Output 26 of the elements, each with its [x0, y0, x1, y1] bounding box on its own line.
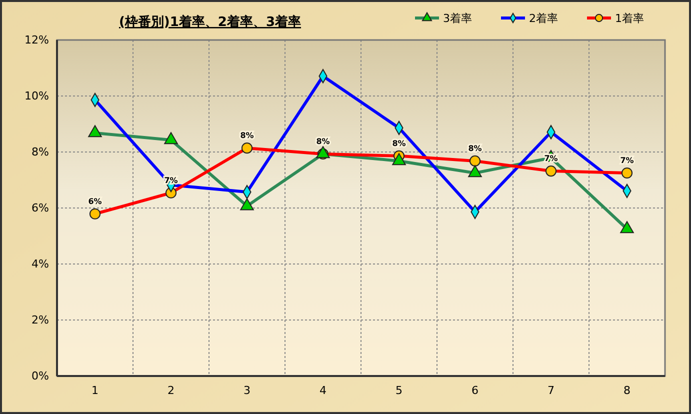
- x-tick-label: 1: [92, 384, 98, 397]
- data-label: 8%: [468, 144, 482, 153]
- data-label: 8%: [240, 131, 254, 140]
- legend-label: 1着率: [615, 12, 644, 25]
- chart-title: (枠番別)1着率、2着率、3着率: [118, 14, 302, 30]
- y-tick-label: 6%: [32, 202, 49, 215]
- x-tick-label: 8: [624, 384, 630, 397]
- data-label: 7%: [164, 176, 178, 185]
- x-tick-label: 2: [168, 384, 174, 397]
- legend-label: 2着率: [529, 12, 558, 25]
- x-tick-label: 3: [244, 384, 250, 397]
- data-label: 6%: [88, 196, 102, 206]
- data-label: 8%: [392, 138, 406, 148]
- y-tick-label: 0%: [32, 370, 49, 383]
- y-tick-label: 12%: [24, 34, 49, 47]
- data-label: 8%: [316, 136, 330, 146]
- y-tick-label: 8%: [32, 146, 49, 159]
- y-tick-label: 4%: [32, 258, 49, 271]
- x-tick-label: 7: [548, 384, 554, 397]
- y-tick-label: 10%: [24, 90, 49, 103]
- data-label: 7%: [620, 156, 634, 165]
- x-tick-label: 4: [320, 384, 326, 397]
- y-tick-label: 2%: [32, 314, 49, 327]
- legend-label: 3着率: [443, 12, 472, 25]
- x-tick-label: 6: [472, 384, 478, 397]
- x-tick-label: 5: [396, 384, 402, 397]
